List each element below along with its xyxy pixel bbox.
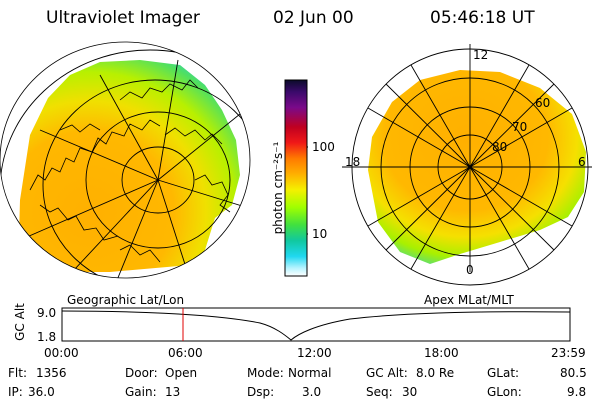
mlt-label-6: 6 bbox=[578, 155, 586, 169]
glat-label: GLat: bbox=[487, 366, 520, 380]
time-tick-1800: 18:00 bbox=[424, 346, 459, 360]
magnetic-polar-map bbox=[342, 44, 592, 286]
gain-value: 13 bbox=[165, 385, 181, 399]
gain-label: Gain: bbox=[125, 385, 157, 399]
mlt-label-0: 0 bbox=[466, 263, 474, 277]
time-tick-0600: 06:00 bbox=[168, 346, 203, 360]
apex-caption: Apex MLat/MLT bbox=[424, 293, 514, 307]
dsp-label: Dsp: bbox=[247, 385, 275, 399]
mlat-label-70: 70 bbox=[512, 120, 528, 134]
glon-label: GLon: bbox=[487, 385, 522, 399]
colorbar-tick-100: 100 bbox=[312, 140, 335, 154]
ip-label: IP: bbox=[8, 385, 23, 399]
time-tick-2359: 23:59 bbox=[551, 346, 586, 360]
mode-label: Mode: bbox=[247, 366, 284, 380]
time-tick-1200: 12:00 bbox=[297, 346, 332, 360]
mode-value: Normal bbox=[288, 366, 332, 380]
flt-value: 1356 bbox=[36, 366, 67, 380]
door-value: Open bbox=[165, 366, 198, 380]
altitude-plot bbox=[61, 307, 571, 342]
flt-label: Flt: bbox=[8, 366, 27, 380]
observation-time: 05:46:18 UT bbox=[430, 8, 535, 28]
seq-label: Seq: bbox=[366, 385, 393, 399]
geographic-map bbox=[0, 41, 251, 279]
gc-alt-value: 8.0 Re bbox=[416, 366, 455, 380]
colorbar-tick-10: 10 bbox=[312, 227, 328, 241]
app-title: Ultraviolet Imager bbox=[46, 8, 200, 28]
colorbar-unit-label: photon cm⁻²s⁻¹ bbox=[271, 141, 285, 235]
intensity-colorbar bbox=[284, 79, 308, 277]
glon-value: 9.8 bbox=[567, 385, 587, 399]
ip-value: 36.0 bbox=[28, 385, 55, 399]
mlat-label-60: 60 bbox=[535, 96, 551, 110]
mlt-label-18: 18 bbox=[345, 155, 361, 169]
altitude-tick-9: 9.0 bbox=[37, 306, 57, 320]
time-tick-0000: 00:00 bbox=[44, 346, 79, 360]
glat-value: 80.5 bbox=[560, 366, 587, 380]
mlt-label-12: 12 bbox=[473, 48, 489, 62]
seq-value: 30 bbox=[402, 385, 418, 399]
mlat-label-80: 80 bbox=[492, 140, 508, 154]
door-label: Door: bbox=[125, 366, 158, 380]
dsp-value: 3.0 bbox=[302, 385, 322, 399]
gc-alt-label: GC Alt: bbox=[366, 366, 408, 380]
geographic-caption: Geographic Lat/Lon bbox=[67, 293, 185, 307]
altitude-axis-title: GC Alt bbox=[13, 303, 27, 341]
observation-date: 02 Jun 00 bbox=[273, 8, 354, 28]
altitude-tick-1-8: 1.8 bbox=[37, 330, 57, 344]
